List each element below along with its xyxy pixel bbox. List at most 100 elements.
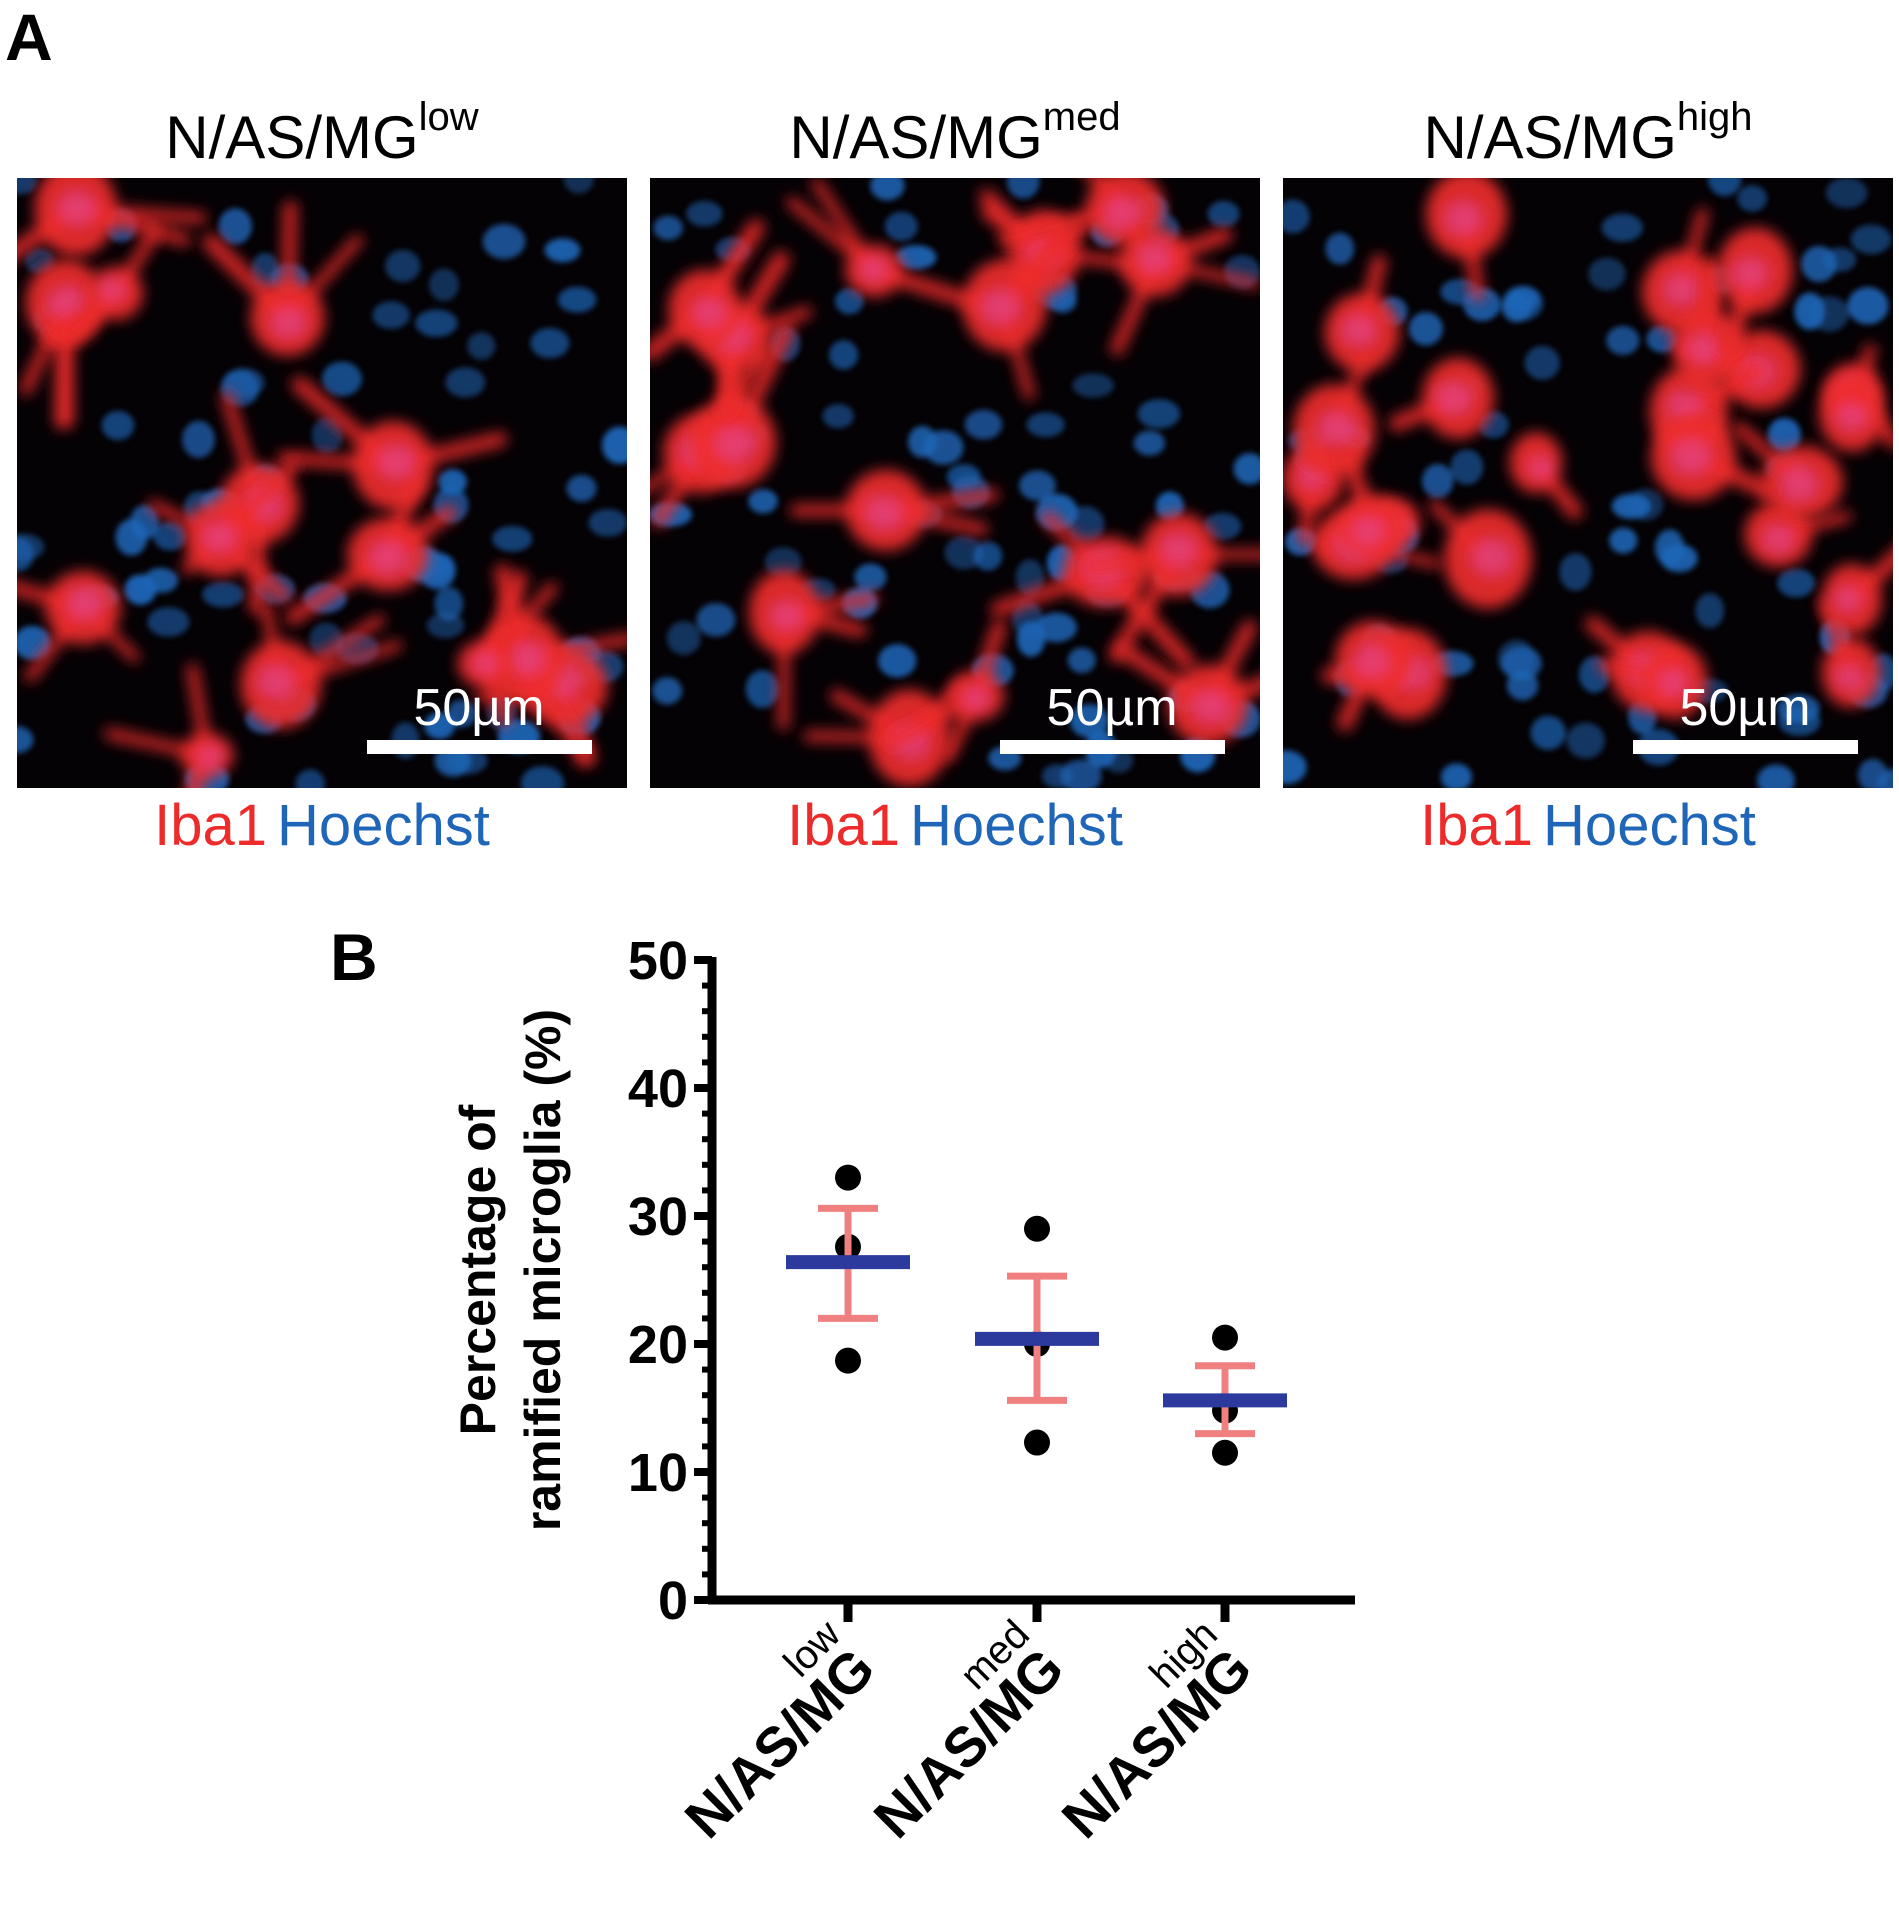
title-base: N/AS/MG — [165, 104, 418, 171]
y-tick-label: 20 — [628, 1315, 688, 1375]
nucleus — [588, 508, 627, 537]
nucleus — [601, 426, 627, 464]
fluorescence-image — [17, 178, 627, 788]
stain-iba1-label: Iba1 — [1420, 793, 1533, 858]
microglia-cell — [1324, 254, 1400, 372]
microglia-cell — [1819, 598, 1881, 708]
iba1-cells — [17, 178, 627, 788]
nucleus — [653, 215, 683, 241]
microglia-cell — [1597, 643, 1708, 719]
scatter-chart: 0 10 20 30 40 50 N/AS/MGlow N/AS/MGmed N/AS/MGhi… — [628, 931, 1355, 1850]
nucleus — [1794, 292, 1826, 330]
microglia-cell — [1388, 357, 1494, 439]
nucleus — [218, 208, 252, 245]
panel-b-letter: B — [330, 920, 378, 994]
title-superscript: med — [1043, 95, 1121, 139]
nucleus — [1019, 470, 1056, 501]
nucleus — [520, 766, 565, 788]
nucleus — [428, 268, 459, 302]
nucleus — [1646, 325, 1679, 353]
nucleus — [147, 607, 190, 637]
scale-bar — [1000, 740, 1225, 754]
nucleus — [1035, 612, 1077, 643]
nucleus — [153, 521, 187, 551]
stain-iba1-label: Iba1 — [787, 793, 900, 858]
nucleus — [182, 420, 215, 458]
data-point — [835, 1347, 861, 1374]
nucleus — [1048, 288, 1077, 313]
nucleus — [1606, 325, 1640, 356]
stain-hoechst-label: Hoechst — [910, 793, 1123, 858]
nucleus — [854, 563, 887, 591]
nucleus — [1655, 529, 1685, 567]
nucleus — [17, 178, 37, 195]
nucleus — [1450, 449, 1484, 485]
microglia-cell — [1335, 620, 1412, 732]
microglia-cell — [1744, 501, 1852, 567]
micrograph-panel-high: N/AS/MGhigh 50µm Iba1 Hoechst — [1283, 95, 1893, 858]
micrograph-title: N/AS/MGmed — [789, 95, 1120, 171]
nucleus — [1422, 463, 1454, 499]
nucleus — [1501, 646, 1542, 681]
microglia-cell — [650, 219, 765, 361]
x-tick-label: N/AS/MGlow — [673, 1612, 887, 1850]
data-point — [835, 1164, 861, 1191]
microglia-cell — [1116, 620, 1260, 745]
nucleus — [558, 286, 597, 313]
microglia-cell — [1732, 421, 1843, 519]
stain-legend: Iba1 Hoechst — [154, 793, 490, 858]
nucleus — [424, 712, 456, 740]
microglia-cell — [1425, 178, 1508, 302]
nucleus — [1524, 345, 1560, 380]
nucleus — [1015, 559, 1045, 597]
microglia-cell — [884, 619, 1007, 762]
nucleus — [1006, 178, 1040, 199]
nucleus — [415, 309, 458, 337]
nucleus — [973, 541, 1003, 571]
data-point — [1212, 1324, 1238, 1351]
nucleus — [835, 288, 864, 315]
nucleus — [829, 340, 859, 370]
microglia-cell — [457, 570, 558, 726]
nucleus — [17, 726, 34, 754]
nucleus — [1566, 722, 1605, 759]
microglia-cell — [104, 663, 234, 788]
nucleus — [1072, 373, 1115, 398]
nucleus — [1506, 670, 1539, 701]
nucleus — [482, 223, 526, 260]
nucleus — [385, 249, 421, 283]
nucleus — [1133, 430, 1166, 456]
microglia-cell — [998, 178, 1165, 279]
nucleus — [884, 211, 918, 242]
microglia-cell — [202, 200, 364, 356]
nucleus — [17, 533, 45, 561]
nucleus — [666, 621, 701, 655]
nucleus — [101, 410, 135, 440]
nucleus — [923, 430, 964, 465]
nucleus — [467, 332, 496, 360]
micrograph-title: N/AS/MGhigh — [1424, 95, 1753, 171]
nucleus — [1777, 568, 1816, 598]
micrograph-panel-low: N/AS/MGlow 50µm Iba1 Hoechst — [17, 95, 627, 858]
nucleus — [745, 670, 780, 709]
microglia-cell — [147, 459, 300, 603]
micrograph-title: N/AS/MGlow — [165, 95, 478, 171]
nucleus — [1767, 417, 1801, 453]
nucleus — [563, 178, 594, 194]
nucleus — [1325, 232, 1355, 265]
x-tick-label-base: N/AS/MG — [673, 1636, 887, 1850]
y-tick-label: 40 — [628, 1059, 688, 1119]
nucleus — [115, 519, 148, 556]
x-tick-label: N/AS/MGmed — [862, 1612, 1076, 1850]
microglia-cell — [17, 571, 140, 683]
microglia-cell — [1083, 512, 1260, 663]
nucleus — [1609, 527, 1638, 554]
scale-bar-label: 50µm — [1046, 679, 1177, 737]
nucleus — [1825, 178, 1868, 209]
microglia-cell — [240, 601, 403, 729]
nucleus — [566, 474, 597, 502]
nucleus — [202, 581, 245, 608]
nucleus — [748, 489, 778, 514]
microglia-cell — [43, 226, 161, 346]
nucleus — [1283, 750, 1307, 785]
